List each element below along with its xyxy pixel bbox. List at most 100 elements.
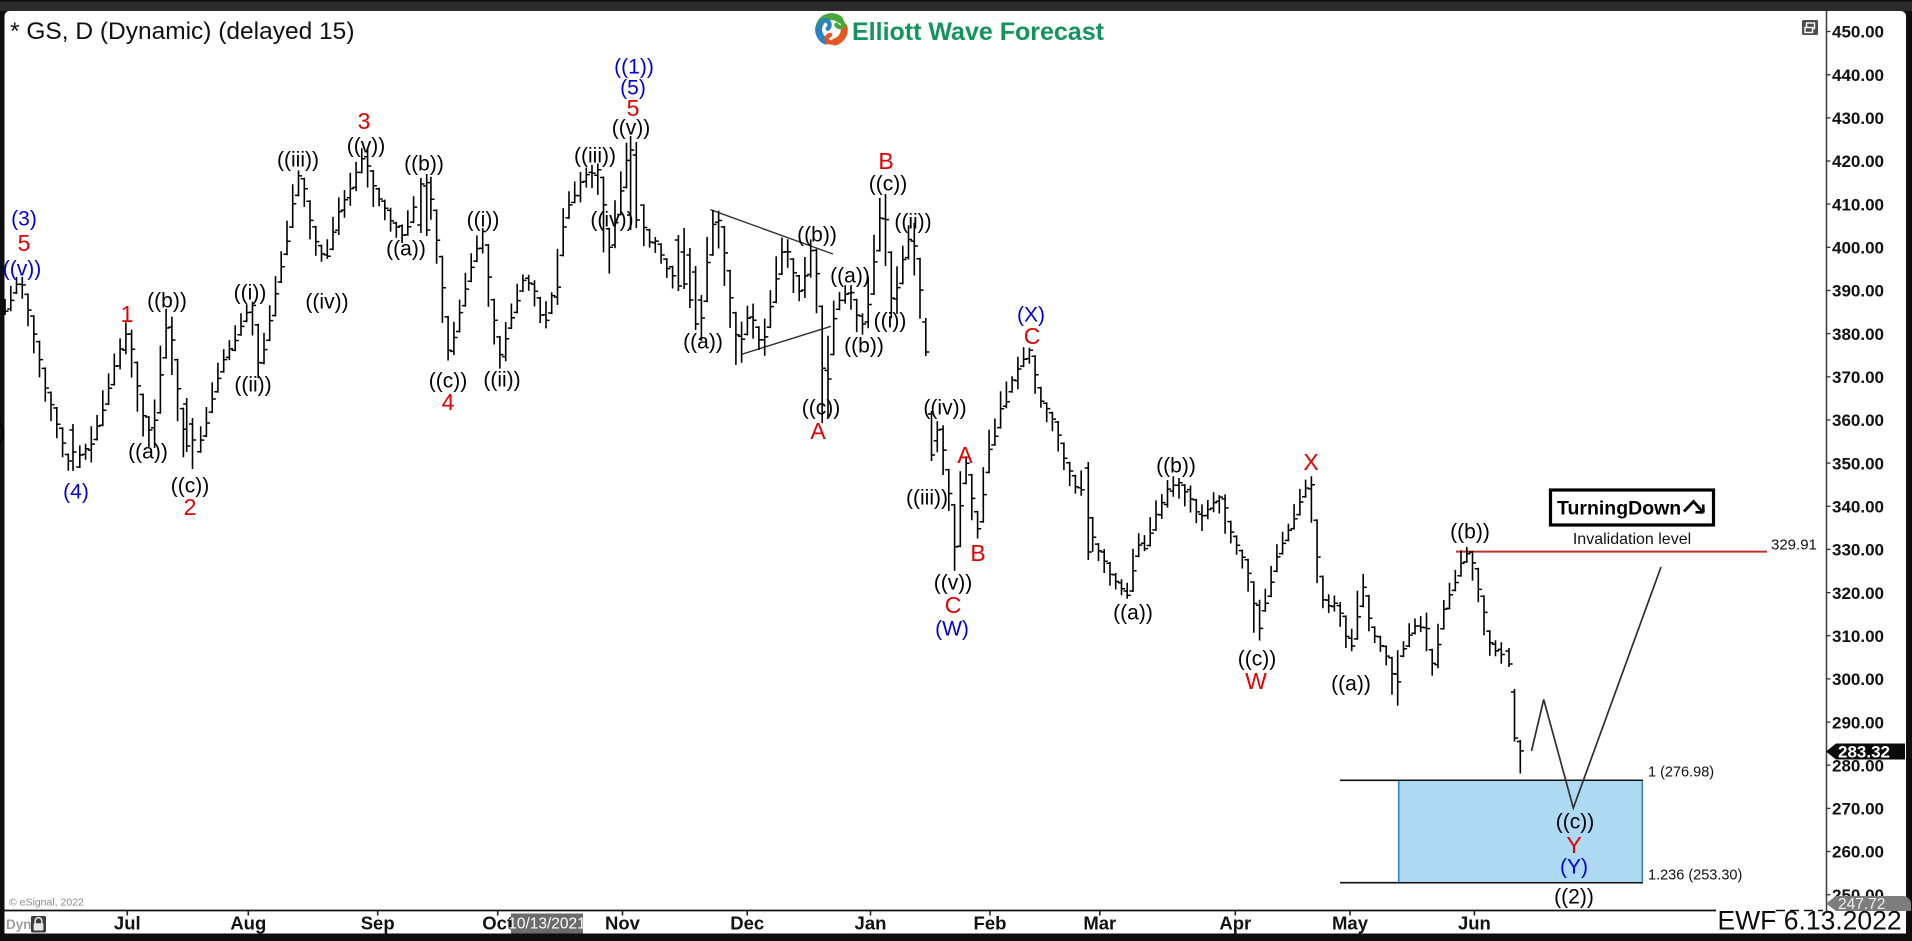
- svg-text:((v)): ((v)): [612, 117, 650, 140]
- svg-text:420.00: 420.00: [1832, 152, 1884, 171]
- svg-text:430.00: 430.00: [1832, 109, 1884, 128]
- svg-text:(3): (3): [11, 208, 37, 231]
- svg-text:((iv)): ((iv)): [305, 291, 348, 314]
- svg-text:(Y): (Y): [1560, 856, 1588, 879]
- svg-text:((c)): ((c)): [1238, 648, 1276, 671]
- svg-text:300.00: 300.00: [1832, 670, 1884, 689]
- svg-text:Jul: Jul: [114, 913, 141, 934]
- svg-text:TurningDown: TurningDown: [1557, 498, 1681, 520]
- svg-text:((ii)): ((ii)): [483, 369, 520, 392]
- svg-text:450.00: 450.00: [1832, 23, 1884, 42]
- svg-text:((i)): ((i)): [234, 282, 267, 305]
- svg-text:360.00: 360.00: [1832, 411, 1884, 430]
- svg-text:320.00: 320.00: [1832, 584, 1884, 603]
- svg-text:Nov: Nov: [605, 913, 641, 934]
- svg-text:W: W: [1245, 668, 1267, 694]
- svg-text:((b)): ((b)): [1450, 521, 1490, 544]
- svg-text:* GS, D (Dynamic) (delayed 15): * GS, D (Dynamic) (delayed 15): [10, 18, 354, 45]
- svg-text:410.00: 410.00: [1832, 195, 1884, 214]
- svg-text:Dyn: Dyn: [6, 917, 32, 932]
- svg-text:270.00: 270.00: [1832, 800, 1884, 819]
- svg-text:A: A: [810, 418, 826, 444]
- svg-text:X: X: [1303, 449, 1318, 475]
- svg-text:((ii)): ((ii)): [894, 211, 931, 234]
- svg-text:((b)): ((b)): [404, 153, 444, 176]
- svg-text:((c)): ((c)): [1556, 811, 1594, 834]
- svg-text:1: 1: [121, 301, 134, 327]
- svg-text:((v)): ((v)): [3, 258, 41, 281]
- svg-text:C: C: [945, 592, 962, 618]
- svg-text:5: 5: [18, 230, 31, 256]
- svg-text:4: 4: [442, 389, 455, 415]
- svg-text:((b)): ((b)): [797, 224, 837, 247]
- svg-text:((v)): ((v)): [347, 135, 385, 158]
- svg-text:400.00: 400.00: [1832, 239, 1884, 258]
- svg-text:Mar: Mar: [1083, 913, 1116, 934]
- svg-text:((iii)): ((iii)): [277, 149, 319, 172]
- svg-text:Invalidation level: Invalidation level: [1573, 531, 1691, 548]
- svg-text:Apr: Apr: [1219, 913, 1251, 934]
- svg-text:((2)): ((2)): [1554, 886, 1594, 909]
- svg-text:260.00: 260.00: [1832, 843, 1884, 862]
- svg-text:(X): (X): [1017, 304, 1045, 327]
- svg-text:Y: Y: [1566, 832, 1581, 858]
- svg-text:247.72: 247.72: [1838, 896, 1885, 913]
- svg-text:((b)): ((b)): [147, 290, 187, 313]
- svg-text:Jun: Jun: [1458, 913, 1491, 934]
- svg-text:380.00: 380.00: [1832, 325, 1884, 344]
- svg-text:Jan: Jan: [855, 913, 887, 934]
- svg-text:((iii)): ((iii)): [906, 487, 948, 510]
- svg-text:1 (276.98): 1 (276.98): [1648, 765, 1714, 781]
- svg-text:((a)): ((a)): [1113, 602, 1153, 625]
- svg-text:((iii)): ((iii)): [574, 145, 616, 168]
- svg-text:340.00: 340.00: [1832, 498, 1884, 517]
- svg-text:1.236 (253.30): 1.236 (253.30): [1648, 868, 1742, 884]
- svg-text:C: C: [1024, 323, 1041, 349]
- svg-text:(4): (4): [63, 481, 89, 504]
- svg-text:((a)): ((a)): [386, 238, 426, 261]
- svg-text:((c)): ((c)): [869, 173, 907, 196]
- svg-text:290.00: 290.00: [1832, 713, 1884, 732]
- svg-text:Feb: Feb: [974, 913, 1007, 934]
- svg-text:((a)): ((a)): [1331, 673, 1371, 696]
- svg-text:((i)): ((i)): [467, 209, 500, 232]
- svg-text:((c)): ((c)): [171, 475, 209, 498]
- svg-text:(W): (W): [935, 618, 969, 641]
- svg-text:Aug: Aug: [230, 913, 266, 934]
- svg-text:((b)): ((b)): [1156, 455, 1196, 478]
- svg-text:5: 5: [627, 95, 640, 121]
- svg-text:2: 2: [184, 494, 197, 520]
- svg-text:Elliott Wave Forecast: Elliott Wave Forecast: [852, 18, 1105, 46]
- svg-text:((c)): ((c)): [429, 370, 467, 393]
- svg-text:((a)): ((a)): [683, 331, 723, 354]
- svg-text:B: B: [878, 148, 893, 174]
- svg-text:329.91: 329.91: [1771, 537, 1817, 554]
- svg-text:((v)): ((v)): [934, 572, 972, 595]
- svg-text:Dec: Dec: [730, 913, 764, 934]
- svg-text:(5): (5): [620, 77, 646, 100]
- svg-text:((iv)): ((iv)): [590, 209, 633, 232]
- svg-text:Oct: Oct: [482, 913, 513, 934]
- svg-text:((a)): ((a)): [128, 441, 168, 464]
- svg-text:10/13/2021: 10/13/2021: [508, 916, 586, 933]
- svg-text:((iv)): ((iv)): [923, 397, 966, 420]
- svg-text:350.00: 350.00: [1832, 454, 1884, 473]
- svg-text:330.00: 330.00: [1832, 541, 1884, 560]
- svg-text:© eSignal, 2022: © eSignal, 2022: [9, 897, 84, 909]
- svg-text:((1)): ((1)): [614, 56, 654, 79]
- svg-text:((b)): ((b)): [844, 335, 884, 358]
- svg-text:((ii)): ((ii)): [234, 374, 271, 397]
- svg-text:3: 3: [358, 108, 371, 134]
- svg-text:A: A: [957, 442, 973, 468]
- svg-text:283.32: 283.32: [1838, 743, 1890, 762]
- svg-text:((a)): ((a)): [830, 265, 870, 288]
- svg-text:((i)): ((i)): [874, 310, 907, 333]
- svg-text:310.00: 310.00: [1832, 627, 1884, 646]
- svg-text:): ): [0, 421, 6, 444]
- svg-text:370.00: 370.00: [1832, 368, 1884, 387]
- svg-text:May: May: [1332, 913, 1369, 934]
- svg-text:Sep: Sep: [361, 913, 395, 934]
- svg-text:440.00: 440.00: [1832, 66, 1884, 85]
- svg-text:390.00: 390.00: [1832, 282, 1884, 301]
- svg-text:((c)): ((c)): [802, 397, 840, 420]
